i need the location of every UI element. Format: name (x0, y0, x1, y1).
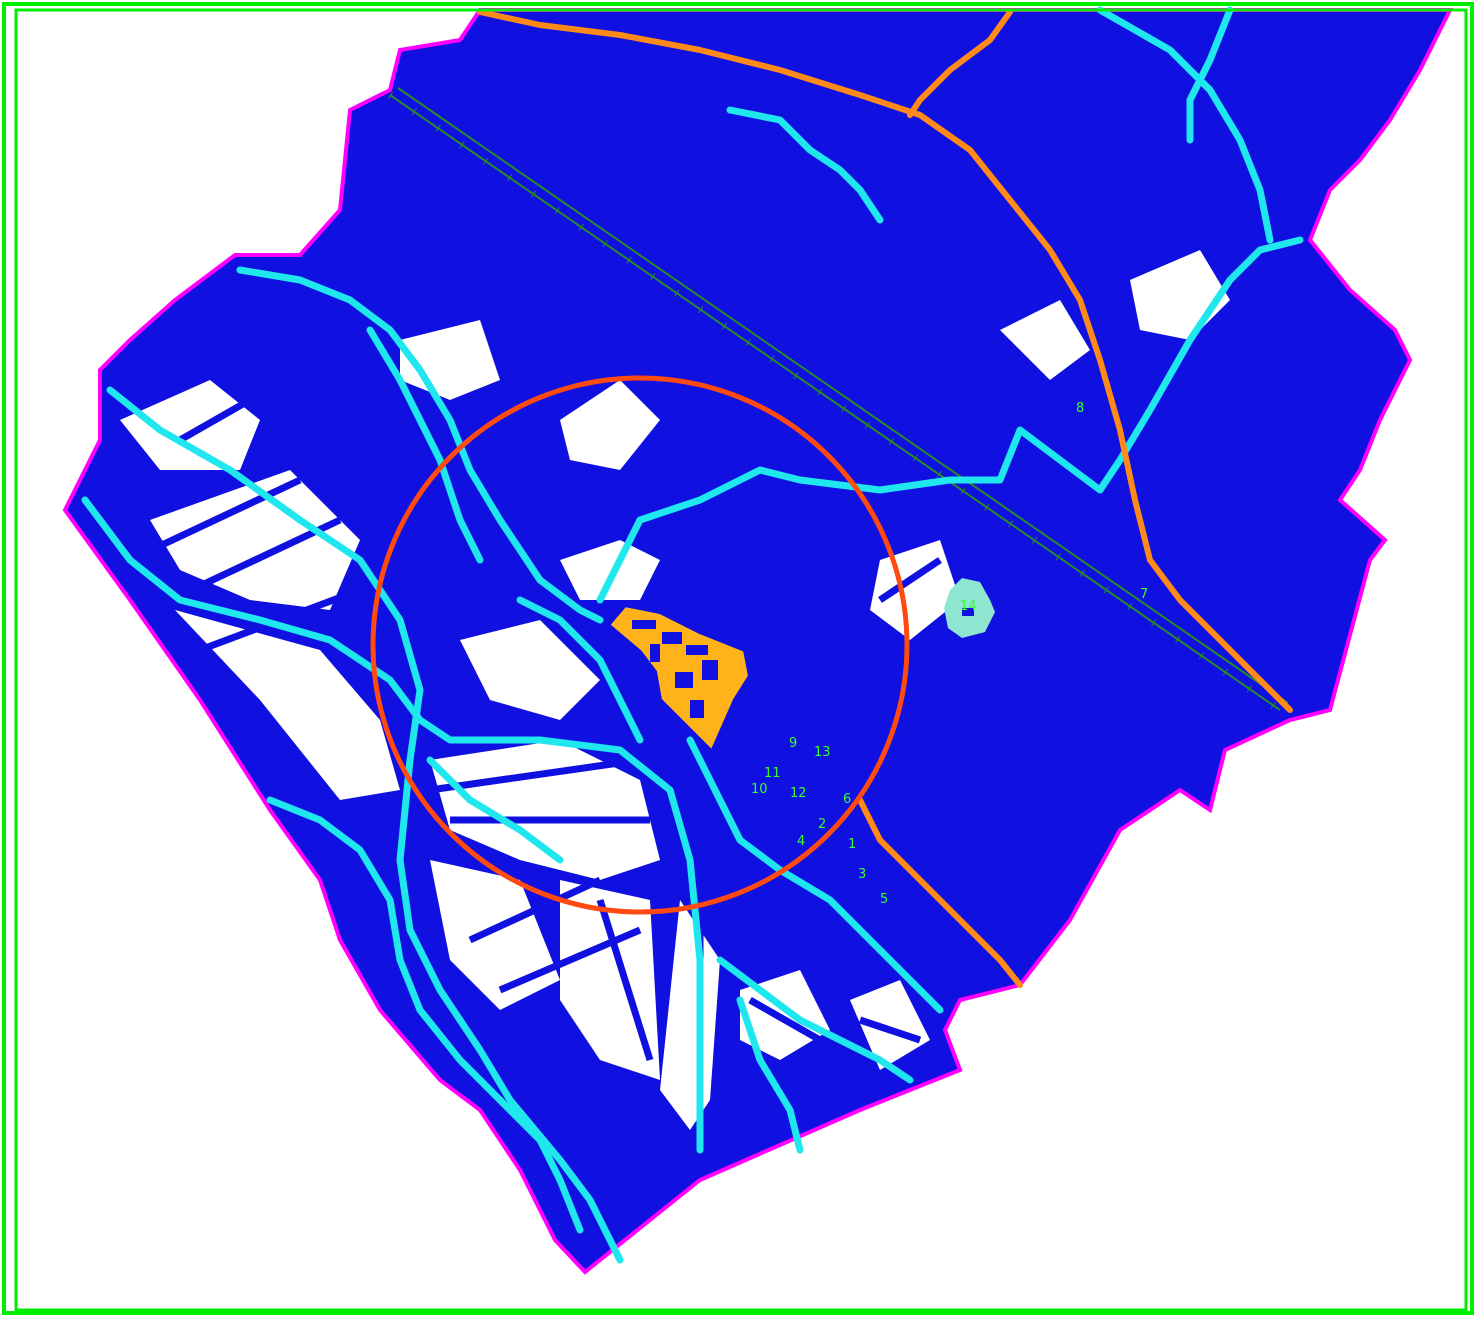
road-trunk (477, 9, 1293, 713)
study-area-fill (65, 10, 1450, 1272)
river-north-west (236, 266, 604, 624)
point-label-3: 3 (858, 867, 866, 882)
river-south2 (736, 996, 804, 1154)
river-south (716, 956, 914, 1084)
study-area-boundary (62, 8, 1454, 1275)
river-central (516, 596, 644, 744)
point-labels: 1 2 3 4 5 6 7 8 9 10 11 12 13 14 (751, 401, 1148, 907)
river-mid-east (596, 236, 1304, 604)
project-site[interactable] (605, 602, 753, 756)
river-ne2 (1186, 6, 1234, 144)
open-land-gaps (120, 250, 1230, 1130)
point-label-12: 12 (790, 786, 807, 801)
main-road (477, 9, 1293, 988)
point-label-8: 8 (1076, 401, 1084, 416)
river-main (81, 496, 704, 1154)
point-label-11: 11 (764, 766, 781, 781)
point-label-5: 5 (880, 892, 888, 907)
parcel-lines (128, 396, 942, 1120)
point-label-1: 1 (848, 837, 856, 852)
study-area (62, 8, 1454, 1275)
point-label-4: 4 (797, 834, 805, 849)
river-branch-sw (266, 796, 584, 1234)
road-south (857, 797, 1023, 988)
river-lower (426, 756, 564, 864)
point-label-14: 14 (960, 599, 977, 614)
point-label-2: 2 (818, 817, 826, 832)
point-label-10: 10 (751, 782, 768, 797)
point-label-9: 9 (789, 736, 797, 751)
rivers (81, 6, 1304, 1264)
railway (387, 87, 1289, 714)
river-south-east (686, 736, 944, 1014)
river-canal-west (366, 326, 484, 564)
river-ne (1096, 6, 1274, 244)
river-west (106, 386, 624, 1264)
site-buildings (632, 620, 718, 718)
point-label-7: 7 (1140, 587, 1148, 602)
point-label-13: 13 (814, 745, 831, 760)
pond (944, 578, 995, 638)
road-branch-north (907, 9, 1013, 118)
buffer-circle (370, 375, 910, 915)
point-label-6: 6 (843, 792, 851, 807)
river-north (726, 106, 884, 224)
